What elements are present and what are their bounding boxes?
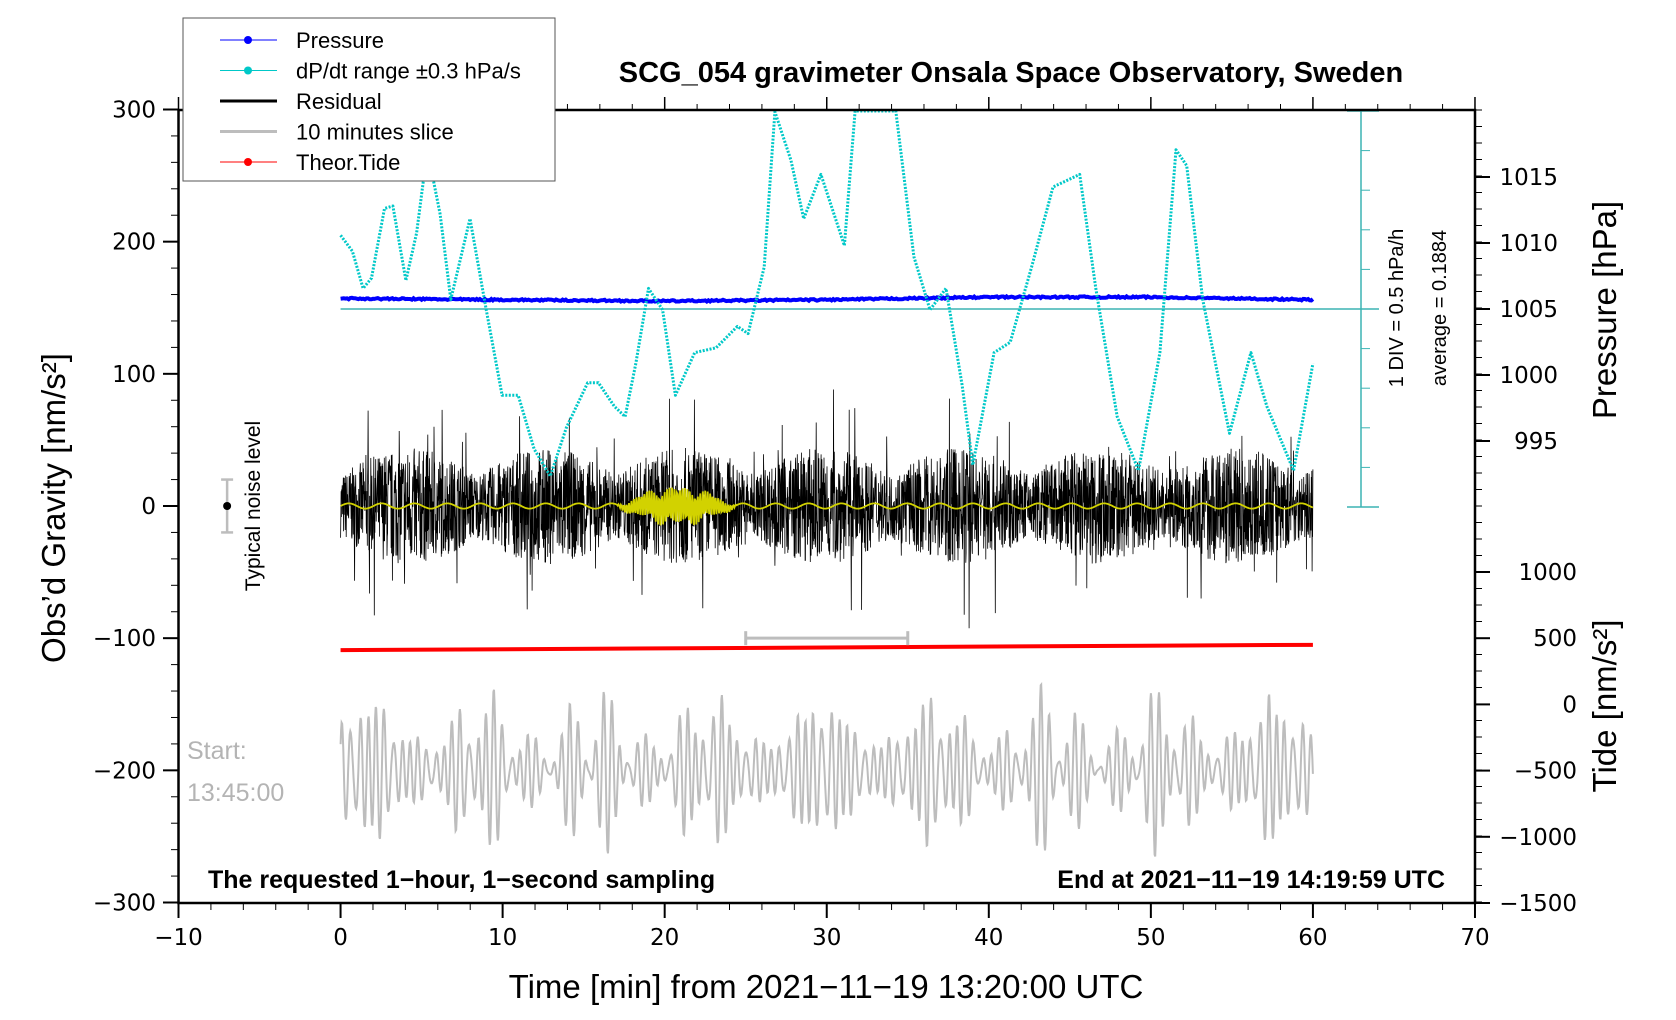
x-tick-label: 60 xyxy=(1298,925,1327,951)
legend-label: Theor.Tide xyxy=(296,150,400,175)
plot-data xyxy=(221,109,1379,857)
y-axis-label-pressure: Pressure [hPa] xyxy=(1586,201,1623,419)
x-tick-label: 20 xyxy=(650,925,679,951)
tide-tick-label: 0 xyxy=(1562,692,1577,718)
tide-tick-label: −500 xyxy=(1514,759,1577,785)
chart-title: SCG_054 gravimeter Onsala Space Observat… xyxy=(619,57,1403,89)
pressure-tick-label: 1010 xyxy=(1499,231,1558,257)
average-label: average = 0.1884 xyxy=(1429,230,1451,386)
legend-label: Residual xyxy=(296,89,382,114)
residual-line xyxy=(340,389,1314,629)
legend-label: 10 minutes slice xyxy=(296,120,454,145)
x-tick-label: 30 xyxy=(812,925,841,951)
y-tick-label: 0 xyxy=(141,494,156,520)
noise-label: Typical noise level xyxy=(242,421,265,591)
div-label: 1 DIV = 0.5 hPa/h xyxy=(1386,229,1408,387)
legend-marker-1 xyxy=(244,66,252,75)
legend-label: Pressure xyxy=(296,28,384,53)
x-tick-label: 70 xyxy=(1460,925,1489,951)
pressure-tick-label: 1005 xyxy=(1499,297,1558,323)
y-axis-label-tide: Tide [nm/s²] xyxy=(1586,620,1623,793)
y-tick-label: 100 xyxy=(112,362,156,388)
y-tick-label: −200 xyxy=(93,758,156,784)
bottom-right-note: End at 2021−11−19 14:19:59 UTC xyxy=(1057,866,1445,894)
y-tick-label: −300 xyxy=(93,891,156,917)
tide-line xyxy=(340,642,1313,653)
start-label: Start: xyxy=(187,737,247,765)
x-tick-label: 50 xyxy=(1136,925,1165,951)
x-tick-label: 0 xyxy=(333,925,348,951)
tide-tick-label: −1000 xyxy=(1499,825,1577,851)
legend-marker-4 xyxy=(244,158,252,166)
tide-tick-label: −1500 xyxy=(1499,891,1577,917)
y-tick-label: 300 xyxy=(112,97,156,123)
tide-tick-label: 1000 xyxy=(1518,560,1577,586)
tide-tick-label: 500 xyxy=(1533,626,1577,652)
legend-label: dP/dt range ±0.3 hPa/s xyxy=(296,59,521,84)
x-tick-label: 10 xyxy=(488,925,517,951)
slice-line xyxy=(339,682,1314,857)
y-axis-label-left: Obs’d Gravity [nm/s²] xyxy=(35,353,72,663)
y-tick-label: 200 xyxy=(112,230,156,256)
x-tick-label: −10 xyxy=(154,925,203,951)
pressure-tick-label: 1000 xyxy=(1499,363,1558,389)
legend-marker-0 xyxy=(244,36,252,44)
dpdt-line xyxy=(339,109,1315,478)
x-axis-label: Time [min] from 2021−11−19 13:20:00 UTC xyxy=(509,968,1144,1005)
pressure-tick-label: 1015 xyxy=(1499,165,1558,191)
residual-smoothed-line xyxy=(340,487,1314,526)
start-time: 13:45:00 xyxy=(187,779,284,807)
pressure-line xyxy=(340,293,1315,305)
legend: Pressure dP/dt range ±0.3 hPa/s Residual 10… xyxy=(182,17,556,182)
x-tick-label: 40 xyxy=(974,925,1003,951)
y-tick-label: −100 xyxy=(93,626,156,652)
pressure-tick-label: 995 xyxy=(1514,429,1558,455)
bottom-left-note: The requested 1−hour, 1−second sampling xyxy=(208,866,715,894)
noise-point xyxy=(223,502,232,510)
axes: −10 0 10 20 30 40 50 60 703002001000−100−200−300… xyxy=(93,97,1577,951)
